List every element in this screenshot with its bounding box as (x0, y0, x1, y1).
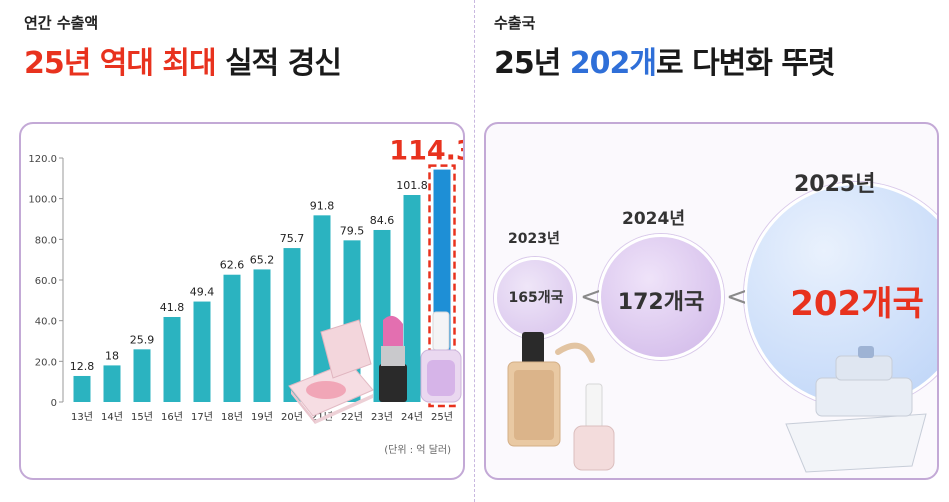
y-tick-label: 20.0 (35, 357, 57, 368)
bar (103, 365, 121, 402)
left-title: 25년 역대 최대 실적 경신 (24, 38, 342, 82)
export-countries-panel: 2023년 2024년 2025년 165개국 172개국 202개국 < < (484, 122, 939, 480)
bar (403, 195, 421, 402)
center-divider (474, 0, 475, 502)
bar (193, 301, 211, 402)
x-tick-label: 25년 (431, 411, 453, 423)
right-title-part1: 25년 (494, 46, 570, 81)
bar-value-label: 49.4 (190, 286, 215, 299)
bar (253, 269, 271, 402)
lipstick-icon (379, 315, 407, 402)
left-title-highlight: 25년 역대 최대 (24, 46, 217, 81)
year-2023: 2023년 (508, 231, 560, 247)
y-tick-label: 80.0 (35, 235, 57, 246)
bar (133, 349, 151, 402)
year-2024: 2024년 (622, 209, 685, 229)
bar-value-label: 25.9 (130, 333, 155, 346)
left-title-rest: 실적 경신 (215, 46, 342, 81)
x-tick-label: 18년 (221, 411, 243, 423)
export-chart-panel: 0 20.0 40.0 60.0 80.0 100.0 120.0 12.8 13년 18 14년 2… (19, 122, 465, 480)
count-2024: 172개국 (617, 290, 705, 315)
highlight-value-label: 114.3 (389, 136, 465, 167)
right-subtitle: 수출국 (494, 14, 536, 32)
bar-value-label: 65.2 (250, 253, 275, 266)
x-tick-label: 24년 (401, 411, 423, 423)
cruise-ship-icon (785, 346, 927, 473)
foundation-bottle-icon (507, 332, 561, 447)
bar-value-label: 79.5 (340, 224, 365, 237)
count-2025: 202개국 (790, 284, 924, 324)
bar-value-label: 101.8 (396, 179, 428, 192)
x-tick-label: 15년 (131, 411, 153, 423)
bar-value-label: 18 (105, 349, 119, 362)
unit-note: (단위 : 억 달러) (384, 445, 451, 456)
highlight-box (428, 164, 456, 408)
chevron-left-icon: < (726, 282, 748, 312)
bar-value-label: 62.6 (220, 259, 245, 272)
bar (283, 248, 301, 402)
cosmetics-illustration (288, 311, 462, 424)
export-bar-chart: 0 20.0 40.0 60.0 80.0 100.0 120.0 12.8 13년 18 14년 2… (28, 136, 465, 423)
right-title: 25년 202개로 다변화 뚜렷 (494, 38, 836, 82)
y-tick-label: 100.0 (28, 195, 57, 206)
right-illustrations (507, 332, 927, 473)
x-tick-label: 20년 (281, 411, 303, 423)
cream-swirl-icon (555, 342, 595, 363)
y-tick-label: 0 (51, 398, 57, 409)
x-tick-label: 16년 (161, 411, 183, 423)
bar-value-label: 41.8 (160, 301, 185, 314)
nail-polish-icon (573, 383, 615, 471)
bar (163, 317, 181, 402)
chevron-left-icon: < (580, 282, 602, 312)
x-tick-label: 23년 (371, 411, 393, 423)
globe-2024 (598, 234, 724, 360)
y-tick-label: 120.0 (28, 154, 57, 165)
blush-compact-icon (288, 319, 374, 424)
x-tick-label: 19년 (251, 411, 273, 423)
count-2023: 165개국 (508, 290, 564, 306)
nail-polish-icon (420, 311, 462, 403)
bar-value-label: 91.8 (310, 199, 335, 212)
right-title-highlight: 202개 (569, 46, 657, 81)
bar-value-label: 75.7 (280, 232, 305, 245)
y-tick-label: 60.0 (35, 276, 57, 287)
y-tick-label: 40.0 (35, 317, 57, 328)
bar (73, 375, 91, 402)
x-tick-label: 13년 (71, 411, 93, 423)
year-2025: 2025년 (794, 172, 876, 197)
bar-value-label: 12.8 (70, 360, 95, 373)
x-tick-label: 22년 (341, 411, 363, 423)
x-tick-label: 14년 (101, 411, 123, 423)
bar (223, 274, 241, 402)
bar (313, 215, 331, 402)
x-tick-label: 17년 (191, 411, 213, 423)
bar-value-label: 84.6 (370, 214, 395, 227)
right-title-part2: 로 다변화 뚜렷 (656, 46, 835, 81)
left-subtitle: 연간 수출액 (24, 14, 99, 32)
